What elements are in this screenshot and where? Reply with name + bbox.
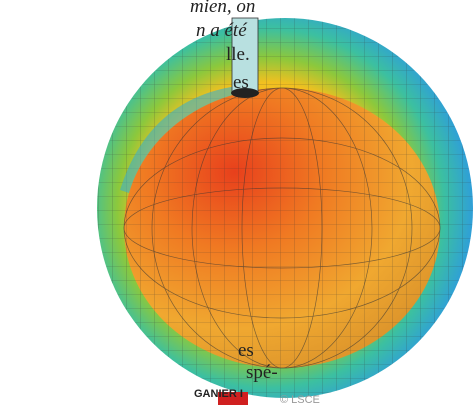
text-line: mien, on <box>190 0 255 18</box>
credit: GANIER I <box>194 388 243 400</box>
page: mien, on n a été lle. es es spé- GANIER … <box>0 0 475 405</box>
core-mesh <box>124 88 440 368</box>
text-line: es <box>233 72 249 94</box>
text-line: es <box>238 340 254 362</box>
text-line: lle. <box>226 44 250 66</box>
copyright: © LSCE <box>280 394 320 405</box>
sphere <box>97 18 473 405</box>
text-line: spé- <box>246 362 278 384</box>
text-line: n a été <box>196 20 247 42</box>
